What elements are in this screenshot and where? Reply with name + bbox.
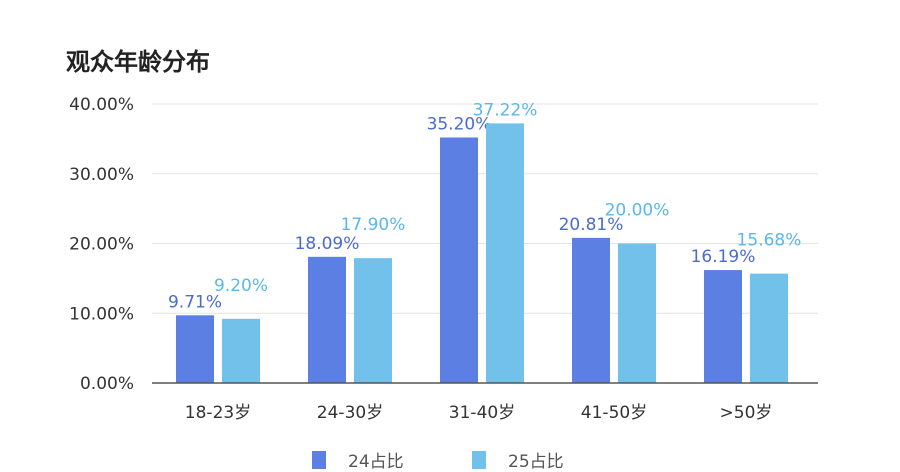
data-label: 37.22% (473, 100, 538, 120)
data-label: 18.09% (295, 234, 360, 254)
bar-25 (750, 274, 788, 383)
x-tick-label: 41-50岁 (581, 403, 647, 423)
bar-25 (222, 319, 260, 383)
x-tick-label: 18-23岁 (185, 403, 251, 423)
data-label: 9.20% (214, 276, 268, 296)
y-tick-label: 40.00% (69, 95, 134, 115)
x-tick-label: 24-30岁 (317, 403, 383, 423)
y-tick-label: 10.00% (69, 304, 134, 324)
bar-chart: 0.00%10.00%20.00%30.00%40.00%9.71%9.20%1… (0, 0, 900, 447)
legend: 24占比 25占比 (0, 447, 900, 471)
legend-swatch-24 (312, 451, 326, 469)
legend-label-24: 24占比 (348, 447, 404, 472)
x-tick-label: 31-40岁 (449, 403, 515, 423)
y-tick-label: 20.00% (69, 235, 134, 255)
data-label: 15.68% (737, 231, 802, 251)
legend-item-25[interactable]: 25占比 (472, 447, 564, 472)
y-tick-label: 0.00% (80, 374, 134, 394)
bar-24 (572, 238, 610, 383)
legend-swatch-25 (472, 451, 486, 469)
bar-24 (440, 137, 478, 383)
bar-25 (618, 244, 656, 384)
data-label: 17.90% (341, 215, 406, 235)
data-label: 20.00% (605, 201, 670, 221)
bar-24 (176, 315, 214, 383)
bar-25 (486, 123, 524, 383)
legend-label-25: 25占比 (508, 447, 564, 472)
x-tick-label: >50岁 (720, 403, 773, 423)
bar-25 (354, 258, 392, 383)
legend-item-24[interactable]: 24占比 (312, 447, 404, 472)
bar-24 (308, 257, 346, 383)
y-tick-label: 30.00% (69, 165, 134, 185)
bar-24 (704, 270, 742, 383)
